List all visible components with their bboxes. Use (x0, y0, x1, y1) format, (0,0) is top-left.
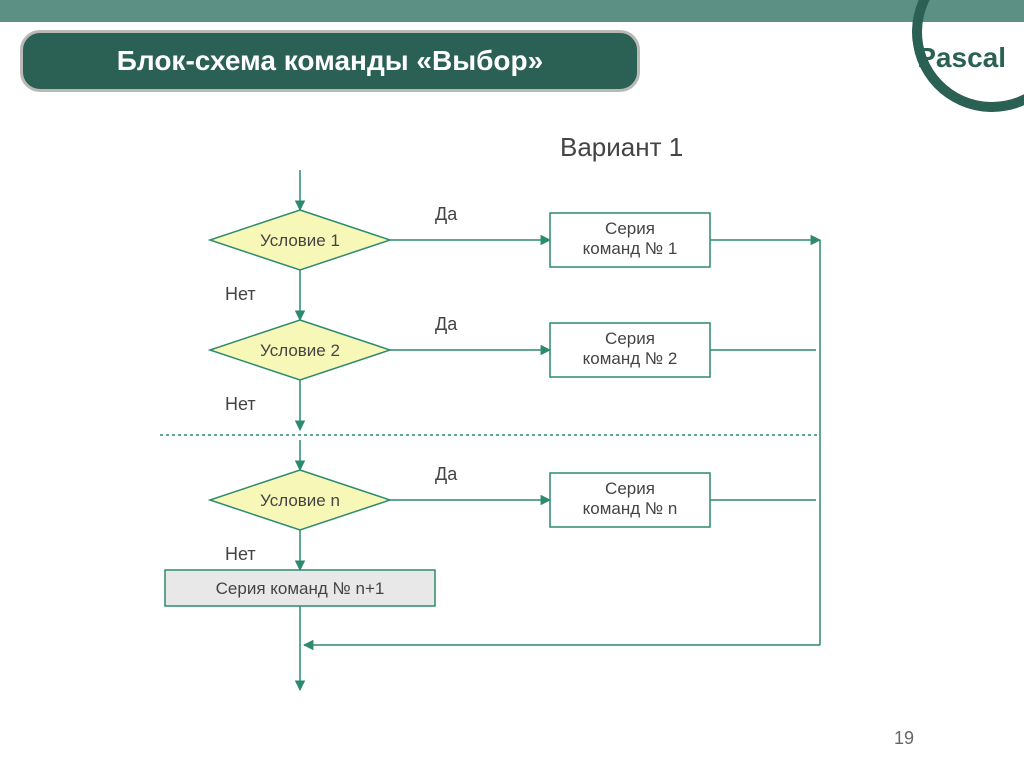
flowchart: Условие 1 Да Серия команд № 1 Нет Услови… (100, 170, 920, 710)
page-title: Блок-схема команды «Выбор» (20, 30, 640, 92)
logo-text: Pascal (917, 42, 1006, 74)
series-1-line2: команд № 1 (583, 239, 678, 258)
yes-label-1: Да (435, 204, 458, 224)
no-label-2: Нет (225, 394, 256, 414)
no-label-n: Нет (225, 544, 256, 564)
series-1-line1: Серия (605, 219, 655, 238)
condition-1-label: Условие 1 (260, 231, 340, 250)
variant-label: Вариант 1 (560, 132, 683, 163)
series-n-line1: Серия (605, 479, 655, 498)
series-2-line2: команд № 2 (583, 349, 678, 368)
yes-label-n: Да (435, 464, 458, 484)
condition-n-label: Условие n (260, 491, 340, 510)
no-label-1: Нет (225, 284, 256, 304)
series-n-line2: команд № n (583, 499, 678, 518)
page-number: 19 (894, 728, 914, 749)
yes-label-2: Да (435, 314, 458, 334)
top-bar (0, 0, 1024, 22)
condition-2-label: Условие 2 (260, 341, 340, 360)
final-series-label: Серия команд № n+1 (216, 579, 385, 598)
series-2-line1: Серия (605, 329, 655, 348)
